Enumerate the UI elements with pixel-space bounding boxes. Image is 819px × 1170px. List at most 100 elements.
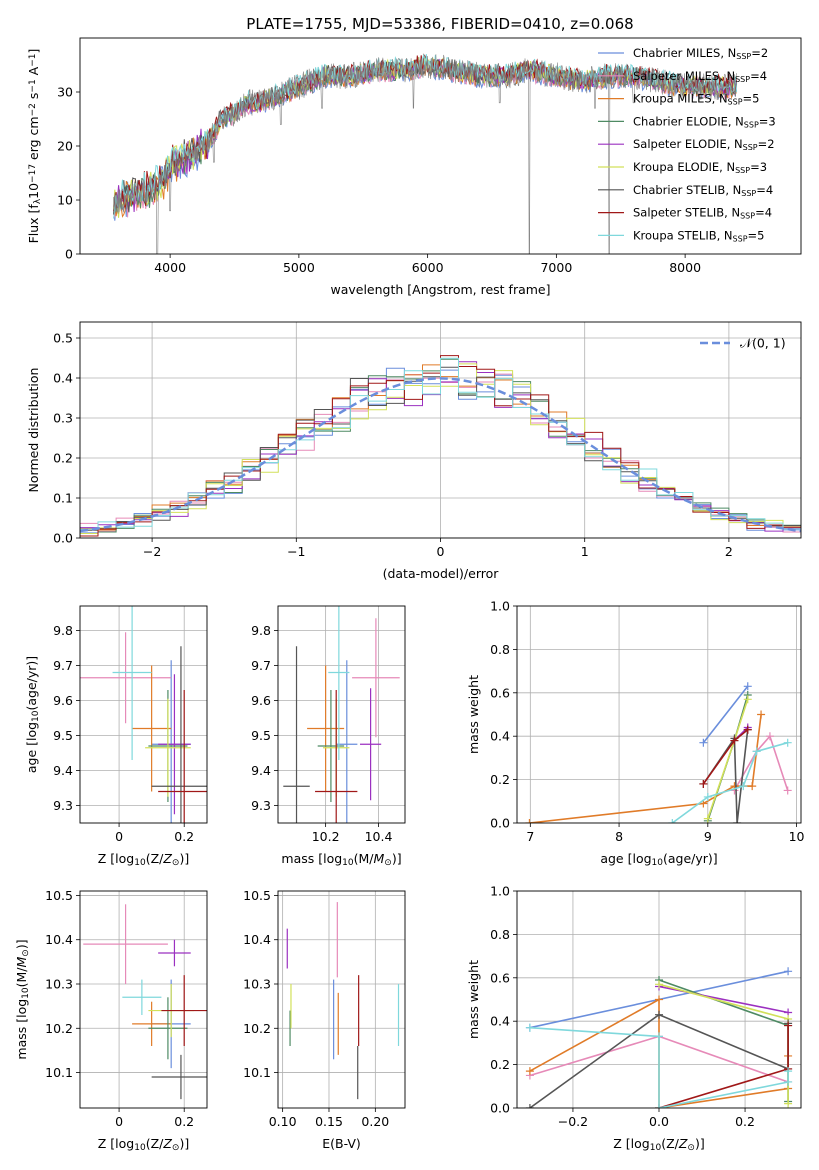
x-tick-label: 0.20 <box>361 1114 389 1129</box>
marker <box>784 1099 793 1108</box>
y-tick-label: 0.8 <box>490 642 510 657</box>
x-tick-label: 0.2 <box>735 1114 755 1129</box>
marker <box>784 1021 793 1030</box>
y-tick-label: 9.7 <box>251 658 271 673</box>
y-tick-label: 0.2 <box>490 772 510 787</box>
x-axis-label: age [log10(age/yr)] <box>600 851 717 868</box>
mass-vs-Z-plot-area <box>80 891 207 1108</box>
y-tick-label: 0.2 <box>53 451 73 466</box>
y-tick-label: 10.4 <box>45 932 73 947</box>
histogram-kroupa_stelib <box>80 357 801 530</box>
marker <box>752 747 761 756</box>
errorbar-chabrier_stelib <box>151 1054 207 1100</box>
figure-title: PLATE=1755, MJD=53386, FIBERID=0410, z=0… <box>246 15 633 33</box>
errorbar-kroupa_elodie <box>145 698 191 797</box>
series-kroupa_stelib <box>525 1023 793 1108</box>
x-tick-label: 0.0 <box>649 1114 669 1129</box>
residuals-plot-area <box>80 322 801 538</box>
marker <box>703 792 712 801</box>
axes-frame <box>79 890 208 1109</box>
age-vs-Z-panel: 0 0.2 9.3 9.4 9.5 9.6 9.7 9.8 Z [log10(Z/Z⊙)] age… <box>24 605 208 868</box>
x-tick-label: 0 <box>115 1114 123 1129</box>
x-axis-label: E(B-V) <box>322 1136 361 1151</box>
legend-entry: Salpeter STELIB, NSSP=4 <box>633 206 772 221</box>
age-vs-mass-plot-area <box>278 606 405 823</box>
age-vs-Z-plot-area <box>80 606 207 823</box>
marker <box>765 732 774 741</box>
errorbar-kroupa_stelib <box>112 606 152 760</box>
marker <box>699 738 708 747</box>
x-tick-label: 9 <box>704 829 712 844</box>
marker <box>668 819 677 823</box>
x-tick-label: 5000 <box>283 260 315 275</box>
marker <box>655 980 663 989</box>
y-tick-label: 10.5 <box>243 888 271 903</box>
y-tick-label: 0.6 <box>490 970 510 985</box>
x-tick-label: 10.4 <box>365 829 393 844</box>
y-tick-label: 0.2 <box>490 1057 510 1072</box>
y-tick-label: 9.5 <box>53 728 73 743</box>
y-tick-label: 0.4 <box>53 371 73 386</box>
legend-entry: Kroupa MILES, NSSP=5 <box>633 92 759 107</box>
legend-entry: Salpeter MILES, NSSP=4 <box>633 69 767 84</box>
axes-frame <box>277 605 406 824</box>
x-tick-label: −2 <box>143 544 161 559</box>
y-axis-label: Flux [fλ10−17 erg cm−2 s−1 A−1] <box>26 49 43 244</box>
marker <box>784 967 793 976</box>
y-tick-label: 0.0 <box>53 531 73 546</box>
x-axis-label: wavelength [Angstrom, rest frame] <box>330 282 550 297</box>
x-tick-label: 0 <box>115 829 123 844</box>
x-tick-label: 10.2 <box>312 829 340 844</box>
mass-weight-vs-Z-plot-area <box>517 891 801 1108</box>
spectrum-panel: 4000 5000 6000 7000 8000 0 10 20 30 Chabrier MILE… <box>26 37 802 297</box>
y-tick-label: 0.6 <box>490 685 510 700</box>
y-tick-label: 9.6 <box>53 693 73 708</box>
marker <box>525 1023 534 1032</box>
marker <box>748 782 757 791</box>
x-tick-label: 0.2 <box>174 829 194 844</box>
errorbar-salpeter_miles <box>83 904 168 984</box>
x-tick-label: 8 <box>615 829 623 844</box>
y-tick-label: 0.0 <box>490 816 510 831</box>
errorbar-kroupa_stelib <box>328 606 350 760</box>
y-tick-label: 10.4 <box>243 932 271 947</box>
x-axis-label: Z [log10(Z/Z⊙)] <box>98 851 189 868</box>
marker <box>757 710 766 719</box>
y-axis-label: Normed distribution <box>26 368 41 493</box>
legend-entry: Kroupa STELIB, NSSP=5 <box>633 228 764 243</box>
errorbar-chabrier_stelib <box>283 646 310 823</box>
age-vs-mass-panel: 10.2 10.4 9.3 9.4 9.5 9.6 9.7 9.8 mass [log10(M/… <box>251 605 406 868</box>
x-tick-label: 4000 <box>154 260 186 275</box>
marker <box>655 1104 663 1108</box>
series-kroupa_stelib <box>668 738 792 823</box>
errorbar-chabrier_miles <box>336 660 358 823</box>
errorbar-salpeter_miles <box>80 632 172 724</box>
mass-vs-Z-panel: 0 0.2 10.1 10.2 10.3 10.4 10.5 Z [log10(Z/Z⊙)] m… <box>14 888 208 1153</box>
axes-frame <box>277 890 406 1109</box>
x-tick-label: 1 <box>581 544 589 559</box>
x-tick-label: −1 <box>287 544 305 559</box>
y-tick-label: 10.3 <box>45 977 73 992</box>
y-tick-label: 1.0 <box>490 599 510 614</box>
marker <box>733 819 742 823</box>
x-tick-label: 0.2 <box>174 1114 194 1129</box>
series-chabrier_miles <box>699 682 752 747</box>
legend-entry: Kroupa ELODIE, NSSP=3 <box>633 160 767 175</box>
x-tick-label: 8000 <box>669 260 701 275</box>
residuals-panel: −2 −1 0 1 2 0.0 0.1 0.2 0.3 0.4 0.5 𝒩(0, 1) (data-mo… <box>26 321 802 581</box>
y-tick-label: 0 <box>65 247 73 262</box>
x-tick-label: 2 <box>725 544 733 559</box>
axes-frame <box>516 890 802 1109</box>
y-axis-label: age [log10(age/yr)] <box>24 656 41 773</box>
y-tick-label: 0.8 <box>490 927 510 942</box>
x-tick-label: 6000 <box>412 260 444 275</box>
marker <box>655 995 663 1004</box>
x-tick-label: 7000 <box>540 260 572 275</box>
legend-entry: Chabrier ELODIE, NSSP=3 <box>633 114 776 129</box>
y-tick-label: 9.3 <box>53 798 73 813</box>
marker <box>699 779 708 788</box>
y-tick-label: 9.8 <box>251 623 271 638</box>
x-tick-label: 10 <box>789 829 805 844</box>
errorbar-chabrier_stelib <box>151 646 207 823</box>
